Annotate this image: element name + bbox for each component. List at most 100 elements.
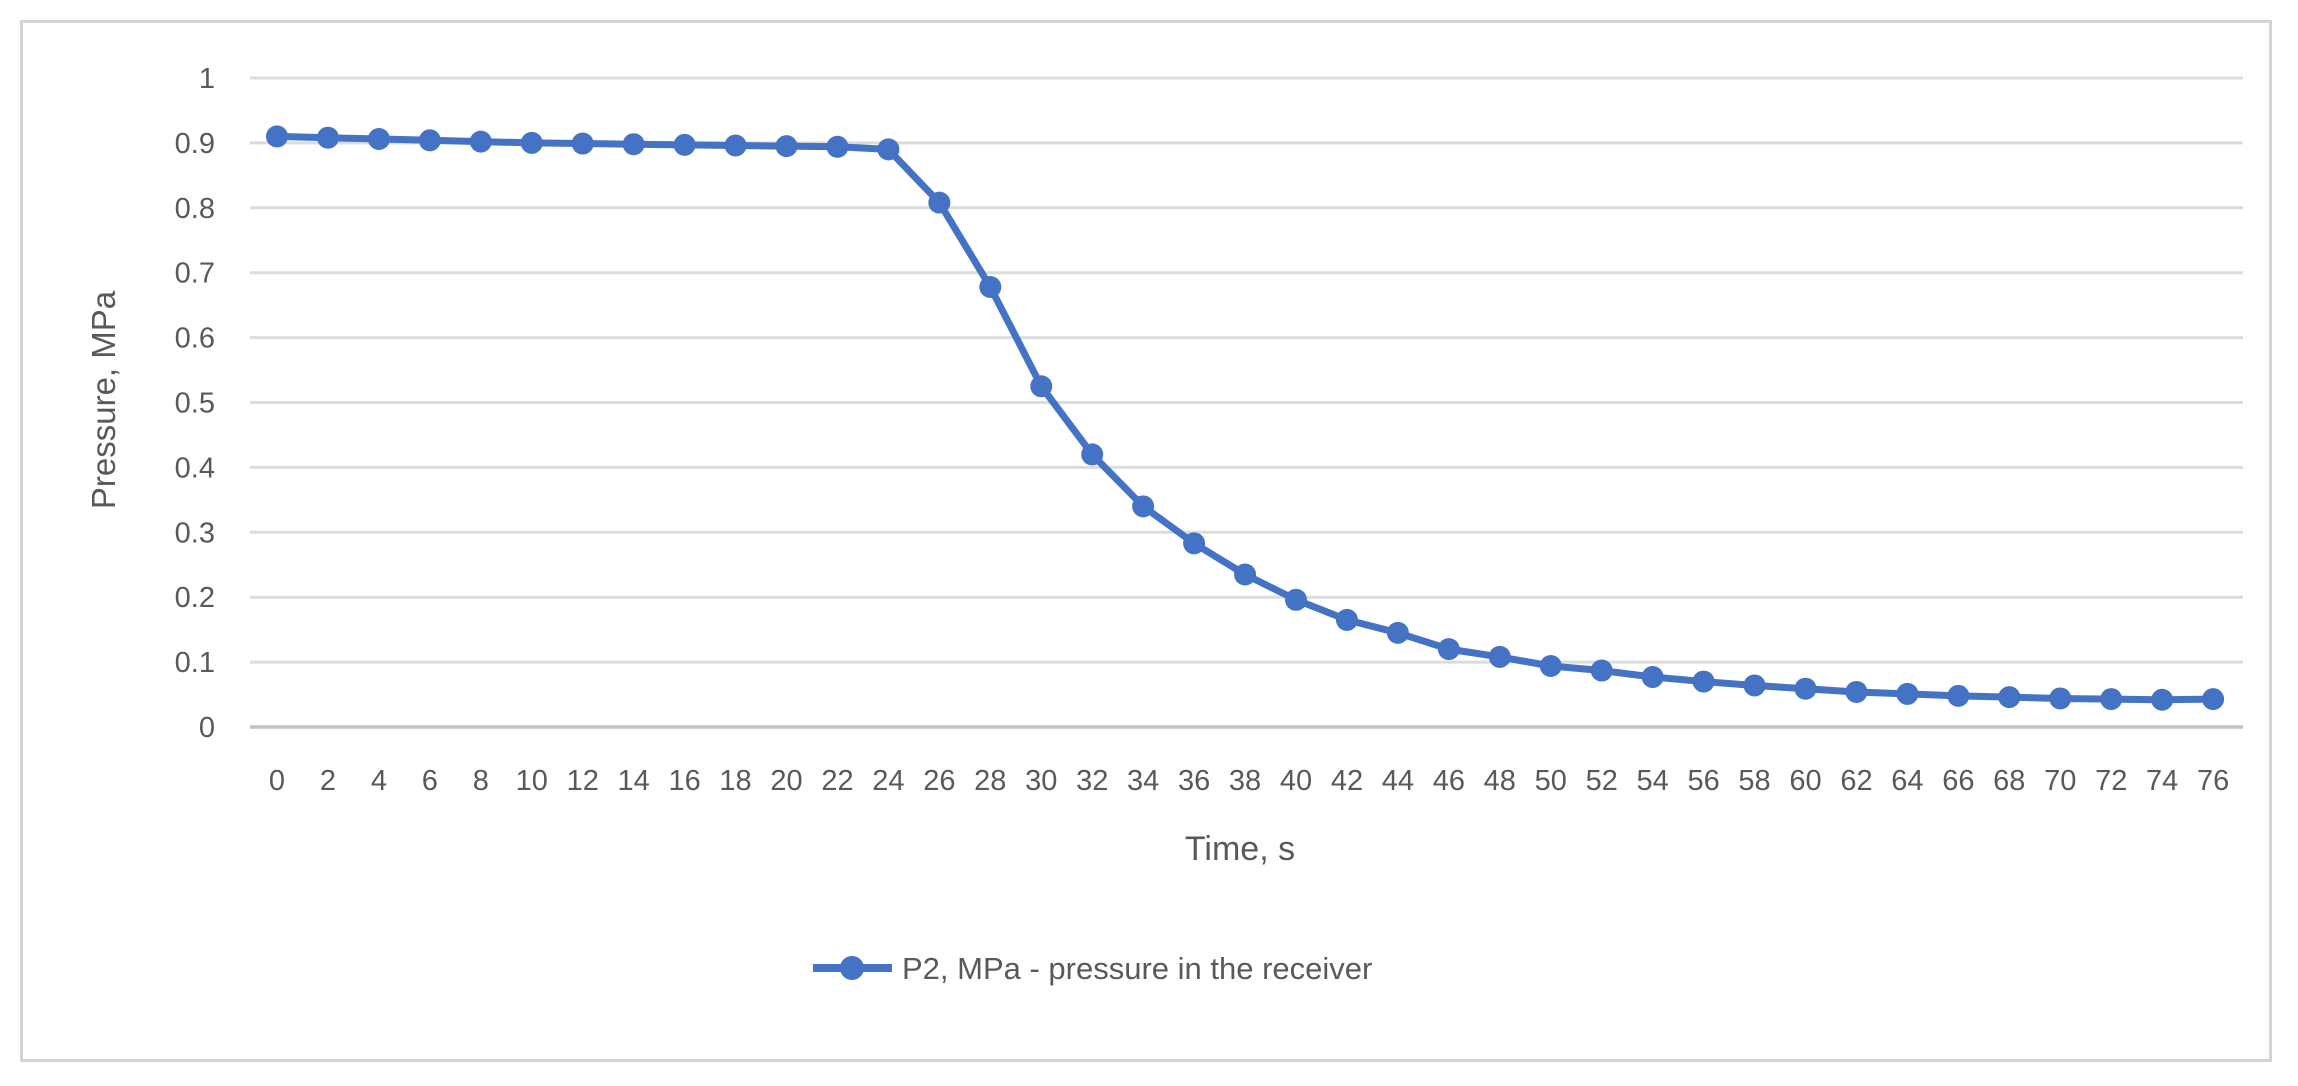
chart-border (20, 20, 2272, 1062)
y-tick-label: 0.1 (175, 647, 215, 679)
y-tick-label: 0.5 (175, 388, 215, 420)
x-tick-label: 8 (473, 765, 489, 797)
x-tick-label: 10 (516, 765, 548, 797)
data-point-marker (1488, 645, 1511, 668)
y-tick-label: 0 (199, 712, 215, 744)
data-point-marker (724, 134, 747, 157)
y-axis-title: Pressure, MPa (85, 290, 122, 509)
x-tick-label: 56 (1687, 765, 1719, 797)
x-tick-label: 20 (770, 765, 802, 797)
x-tick-label: 64 (1891, 765, 1923, 797)
series-group (266, 125, 2225, 711)
y-tick-label: 1 (199, 63, 215, 95)
y-tick-label: 0.3 (175, 517, 215, 549)
x-tick-label: 6 (422, 765, 438, 797)
data-point-marker (775, 135, 798, 158)
x-tick-label: 44 (1382, 765, 1414, 797)
x-tick-label: 40 (1280, 765, 1312, 797)
x-tick-label: 30 (1025, 765, 1057, 797)
data-point-marker (979, 275, 1002, 298)
series-line (273, 132, 2217, 704)
x-tick-label: 76 (2197, 765, 2229, 797)
x-tick-label: 12 (567, 765, 599, 797)
data-point-marker (1081, 443, 1104, 466)
x-tick-label: 66 (1942, 765, 1974, 797)
x-tick-label: 48 (1484, 765, 1516, 797)
data-point-marker (1335, 608, 1358, 631)
data-point-marker (1845, 680, 1868, 703)
x-tick-label: 18 (719, 765, 751, 797)
data-point-marker (1998, 686, 2021, 709)
x-tick-label: 24 (872, 765, 904, 797)
x-tick-label: 62 (1840, 765, 1872, 797)
x-tick-label: 32 (1076, 765, 1108, 797)
data-point-marker (367, 128, 390, 151)
data-point-marker (469, 130, 492, 153)
x-tick-label: 54 (1637, 765, 1669, 797)
data-point-marker (1132, 495, 1155, 518)
data-point-marker (877, 138, 900, 161)
x-tick-label: 42 (1331, 765, 1363, 797)
data-point-marker (1183, 532, 1206, 555)
data-point-marker (2151, 688, 2174, 711)
legend-label: P2, MPa - pressure in the receiver (902, 951, 1372, 986)
data-point-marker (266, 125, 288, 148)
data-point-marker (1692, 670, 1715, 693)
data-point-marker (316, 126, 339, 149)
data-point-marker (2049, 687, 2072, 710)
data-point-marker (1896, 682, 1919, 705)
data-point-marker (2202, 688, 2225, 711)
data-point-marker (1590, 659, 1613, 682)
x-tick-label: 26 (923, 765, 955, 797)
data-point-marker (1437, 638, 1460, 661)
y-tick-label: 0.9 (175, 128, 215, 160)
legend-marker-icon (840, 956, 864, 980)
x-tick-label: 52 (1586, 765, 1618, 797)
y-tick-label: 0.6 (175, 323, 215, 355)
data-point-marker (1794, 677, 1817, 700)
x-tick-label: 2 (320, 765, 336, 797)
x-tick-label: 22 (821, 765, 853, 797)
x-tick-label: 58 (1738, 765, 1770, 797)
data-point-marker (2100, 688, 2123, 711)
y-tick-label: 0.7 (175, 258, 215, 290)
gridlines-group (250, 76, 2243, 729)
data-point-marker (1641, 666, 1664, 689)
data-point-marker (418, 129, 441, 152)
y-tick-label: 0.2 (175, 582, 215, 614)
data-point-marker (1386, 621, 1409, 644)
x-tick-label: 0 (269, 765, 285, 797)
y-tick-label: 0.8 (175, 193, 215, 225)
y-tick-label: 0.4 (175, 452, 215, 484)
data-point-marker (622, 133, 645, 156)
x-tick-label: 36 (1178, 765, 1210, 797)
data-point-marker (520, 131, 543, 154)
data-point-marker (1539, 654, 1562, 677)
x-tick-label: 38 (1229, 765, 1261, 797)
x-tick-labels-group: 0 2 4 6 8 10 12 14 16 18 20 22 24 26 28 30 32 34 36 38 40 42 4… (269, 765, 2229, 797)
y-tick-labels-group: 0 0.1 0.2 0.3 0.4 0.5 0.6 0.7 0.8 0.9 1 (175, 63, 215, 744)
x-tick-label: 16 (668, 765, 700, 797)
x-tick-label: 72 (2095, 765, 2127, 797)
data-point-marker (1030, 375, 1053, 398)
data-point-marker (571, 132, 594, 155)
x-tick-label: 28 (974, 765, 1006, 797)
x-tick-label: 60 (1789, 765, 1821, 797)
x-tick-label: 14 (618, 765, 650, 797)
data-point-marker (826, 135, 849, 158)
x-tick-label: 70 (2044, 765, 2076, 797)
data-point-marker (1234, 563, 1257, 586)
x-tick-label: 74 (2146, 765, 2178, 797)
x-tick-label: 68 (1993, 765, 2025, 797)
data-point-marker (1285, 588, 1307, 611)
x-tick-label: 4 (371, 765, 387, 797)
x-tick-label: 50 (1535, 765, 1567, 797)
data-point-marker (928, 191, 951, 214)
data-point-marker (1947, 684, 1970, 707)
x-tick-label: 34 (1127, 765, 1159, 797)
x-axis-title: Time, s (1185, 830, 1295, 868)
legend: P2, MPa - pressure in the receiver (813, 951, 1372, 986)
x-tick-label: 46 (1433, 765, 1465, 797)
